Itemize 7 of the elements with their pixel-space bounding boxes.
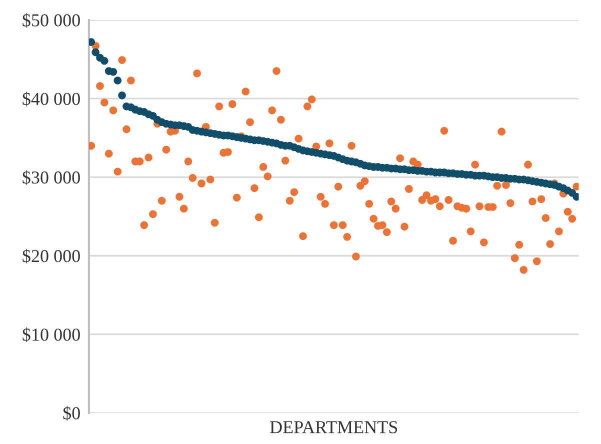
x-axis-title: DEPARTMENTS (270, 421, 398, 434)
y-tick-label: $30 000 (22, 170, 80, 185)
y-tick-label: $40 000 (22, 92, 80, 106)
y-tick-label: $20 000 (22, 248, 80, 264)
y-tick-label: $0 (63, 406, 80, 421)
y-tick-label: $50 000 (22, 13, 80, 28)
y-tick-label: $10 000 (22, 328, 80, 342)
